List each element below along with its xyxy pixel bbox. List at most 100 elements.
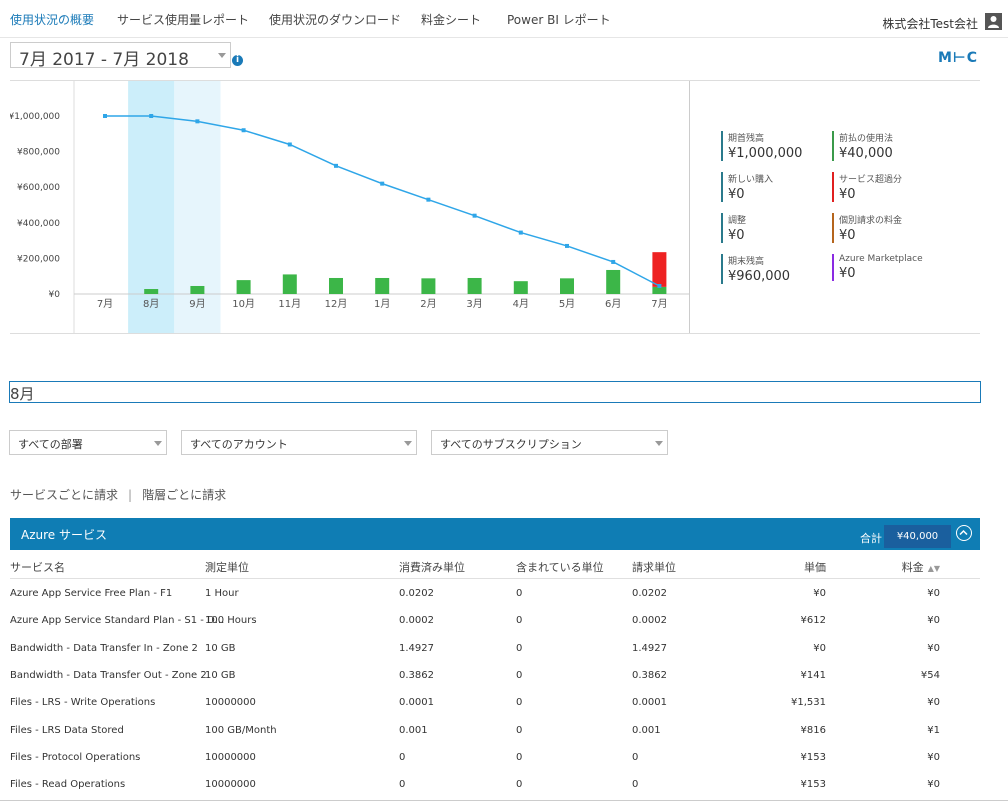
cell-unit: 10000000 — [205, 779, 256, 791]
table-row[interactable]: Azure App Service Free Plan - F1 1 Hour 0.… — [10, 580, 980, 607]
stat-amount: ¥1,000,000 — [728, 146, 803, 161]
bill-by-tier-link[interactable]: 階層ごとに請求 — [142, 488, 227, 502]
cell-service: Files - LRS - Write Operations — [10, 697, 156, 709]
col-consumed[interactable]: 消費済み単位 — [399, 561, 465, 574]
cell-price: ¥612 — [800, 615, 826, 627]
cell-price: ¥141 — [800, 669, 826, 681]
stat-label: 前払の使用法 — [839, 134, 894, 144]
tab-usage-download[interactable]: 使用状況のダウンロード — [269, 13, 402, 27]
stat-label: 調整 — [728, 216, 747, 226]
y-tick-label: ¥800,000 — [17, 148, 60, 158]
y-tick-label: ¥400,000 — [17, 219, 60, 229]
stat-label: サービス超過分 — [839, 175, 903, 185]
col-billed[interactable]: 請求単位 — [632, 561, 676, 574]
tab-price-sheet[interactable]: 料金シート — [421, 13, 482, 27]
x-tick-label: 5月 — [559, 298, 575, 310]
x-tick-label: 8月 — [143, 298, 159, 310]
cell-included: 0 — [516, 697, 523, 709]
y-tick-label: ¥200,000 — [17, 254, 60, 264]
bar-prepaid — [513, 281, 528, 294]
col-unit-price[interactable]: 単価 — [804, 561, 826, 574]
cell-charge: ¥54 — [920, 669, 940, 681]
col-charge-wrap[interactable]: 料金 ▲▼ — [880, 559, 940, 575]
x-tick-label: 6月 — [605, 298, 621, 310]
collapse-icon[interactable] — [956, 525, 972, 541]
balance-point — [472, 213, 477, 218]
cell-unit: 1 Hour — [205, 588, 239, 599]
balance-point — [611, 259, 616, 264]
department-filter-value: すべての部署 — [18, 438, 83, 451]
stat-label: 期末残高 — [728, 257, 765, 267]
top-nav: 使用状況の概要 サービス使用量レポート 使用状況のダウンロード 料金シート Po… — [0, 0, 1008, 38]
cell-service: Files - Read Operations — [10, 779, 126, 791]
balance-point — [103, 114, 107, 118]
info-icon[interactable]: i — [232, 55, 243, 66]
cell-unit: 100 GB/Month — [205, 724, 277, 736]
table-row[interactable]: Files - Protocol Operations 10000000 0 0 0 ¥1… — [10, 744, 980, 771]
total-label: 合計 — [860, 532, 882, 545]
chevron-down-icon — [218, 53, 226, 58]
balance-point — [149, 114, 154, 118]
logo: M⊢C — [937, 50, 978, 66]
bar-overage — [652, 252, 667, 287]
y-tick-label: ¥600,000 — [17, 183, 60, 193]
table-row[interactable]: Files - LRS Data Stored 100 GB/Month 0.001… — [10, 717, 980, 744]
table-row[interactable]: Bandwidth - Data Transfer In - Zone 2 10 … — [10, 635, 980, 662]
department-filter[interactable]: すべての部署 — [9, 430, 167, 455]
chevron-down-icon — [404, 441, 412, 446]
cell-service: Azure App Service Standard Plan - S1 - D… — [10, 615, 225, 627]
subscription-filter-value: すべてのサブスクリプション — [440, 438, 582, 451]
sort-icon: ▲▼ — [927, 564, 940, 573]
cell-included: 0 — [516, 642, 523, 654]
balance-point — [195, 119, 200, 124]
user-icon[interactable] — [985, 13, 1002, 30]
bottom-divider — [0, 800, 1008, 801]
bill-by-service-link[interactable]: サービスごとに請求 — [10, 488, 119, 502]
table-row[interactable]: Files - Read Operations 10000000 0 0 0 ¥153 ¥0 — [10, 771, 980, 798]
selected-month-bar: 8月 — [9, 381, 981, 403]
cell-price: ¥153 — [800, 751, 826, 763]
chevron-down-icon — [655, 441, 663, 446]
stat-closing-balance: 期末残高 ¥960,000 — [721, 254, 790, 284]
col-service-name[interactable]: サービス名 — [10, 561, 65, 574]
cell-service: Bandwidth - Data Transfer In - Zone 2 — [10, 642, 198, 654]
cell-included: 0 — [516, 751, 523, 763]
cell-charge: ¥0 — [927, 751, 940, 763]
cell-charge: ¥0 — [927, 779, 940, 791]
selected-month: 8月 — [10, 385, 35, 403]
bar-prepaid — [375, 277, 390, 294]
cell-unit: 10 GB — [205, 669, 236, 681]
cell-service: Bandwidth - Data Transfer Out - Zone 2 — [10, 669, 207, 681]
col-unit[interactable]: 測定単位 — [205, 561, 249, 574]
cell-included: 0 — [516, 724, 523, 736]
col-included[interactable]: 含まれている単位 — [516, 561, 604, 574]
subscription-filter[interactable]: すべてのサブスクリプション — [431, 430, 668, 455]
cell-charge: ¥0 — [927, 642, 940, 654]
tab-service-usage-report[interactable]: サービス使用量レポート — [117, 13, 250, 27]
bar-prepaid — [652, 286, 667, 294]
table-row[interactable]: Bandwidth - Data Transfer Out - Zone 2 10… — [10, 662, 980, 689]
cell-consumed: 0 — [399, 779, 406, 791]
balance-point — [426, 197, 431, 202]
cell-charge: ¥0 — [927, 615, 940, 627]
table-row[interactable]: Azure App Service Standard Plan - S1 - D… — [10, 607, 980, 634]
account-filter[interactable]: すべてのアカウント — [181, 430, 417, 455]
cell-consumed: 1.4927 — [399, 642, 434, 654]
account-filter-value: すべてのアカウント — [190, 438, 288, 451]
billing-view-tabs: サービスごとに請求 | 階層ごとに請求 — [10, 486, 226, 503]
tab-usage-summary[interactable]: 使用状況の概要 — [10, 13, 95, 27]
table-row[interactable]: Files - LRS - Write Operations 10000000 0.… — [10, 689, 980, 716]
stat-service-overage: サービス超過分 ¥0 — [832, 172, 902, 202]
usage-chart-panel: ¥0 ¥200,000 ¥400,000 ¥600,000 ¥800,000 ¥1,000… — [10, 80, 980, 334]
stat-label: 個別請求の料金 — [839, 216, 903, 226]
cell-charge: ¥1 — [927, 724, 940, 736]
cell-billed: 0 — [632, 779, 639, 791]
date-range-value: 7月 2017 - 7月 2018 — [19, 50, 189, 70]
date-range-select[interactable]: 7月 2017 - 7月 2018 — [10, 42, 231, 70]
azure-services-header: Azure サービス 合計 ¥40,000 — [10, 518, 980, 550]
stat-amount: ¥0 — [839, 187, 856, 202]
cell-billed: 0.3862 — [632, 669, 667, 681]
stat-adjustment: 調整 ¥0 — [721, 213, 746, 243]
tab-power-bi-report[interactable]: Power BI レポート — [507, 13, 611, 27]
stat-amount: ¥960,000 — [728, 269, 791, 284]
